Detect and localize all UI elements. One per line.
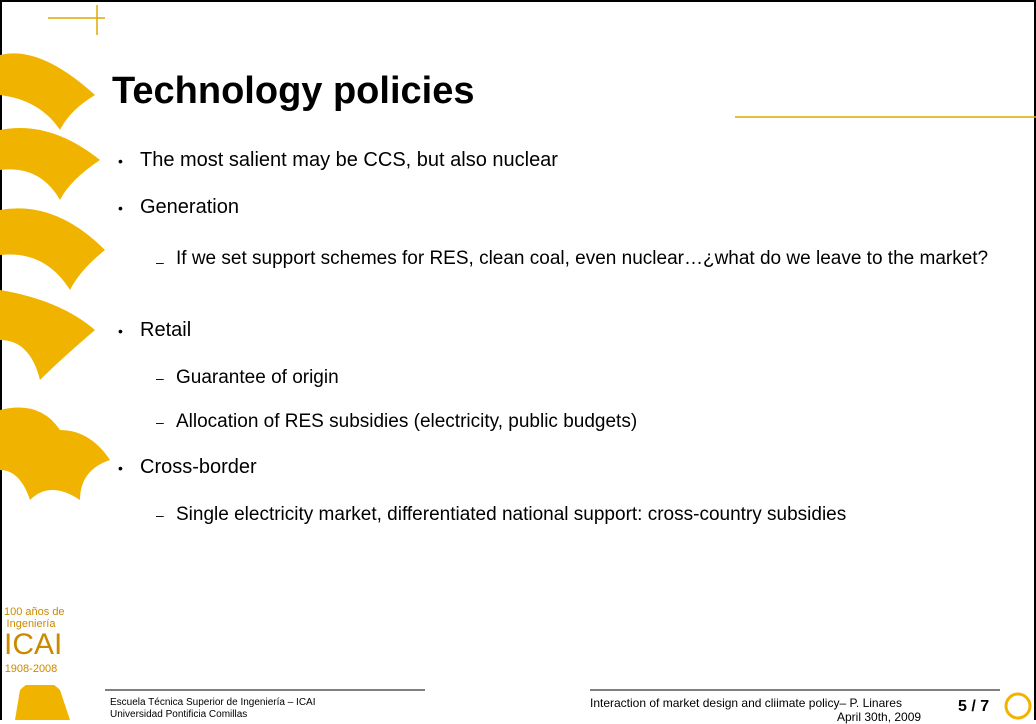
bullet: •Retail xyxy=(140,319,191,342)
sub-bullet: –If we set support schemes for RES, clea… xyxy=(176,245,996,273)
bullet-text: Retail xyxy=(140,319,191,341)
page-number: 5 / 7 xyxy=(958,698,989,716)
sub-bullet: –Single electricity market, differentiat… xyxy=(176,504,846,526)
bullet-text: Generation xyxy=(140,196,239,218)
footer-emblem xyxy=(1006,694,1030,718)
footer-date: April 30th, 2009 xyxy=(837,710,921,724)
sub-bullet-text: Guarantee of origin xyxy=(176,367,339,388)
logo-text: 1908-2008 xyxy=(4,663,58,675)
sub-bullet: –Allocation of RES subsidies (electricit… xyxy=(176,411,637,433)
footer-university: Universidad Pontificia Comillas xyxy=(110,709,247,720)
sub-bullet: –Guarantee of origin xyxy=(176,367,339,389)
logo-name: ICAI xyxy=(4,630,58,660)
sub-bullet-text: Allocation of RES subsidies (electricity… xyxy=(176,411,637,432)
slide: {"slide": { "title": "Technology policie… xyxy=(0,0,1036,720)
bullet: •Cross-border xyxy=(140,456,257,479)
footer-school: Escuela Técnica Superior de Ingeniería –… xyxy=(110,697,316,708)
sub-bullet-text: Single electricity market, differentiate… xyxy=(176,504,846,525)
footer-talk: Interaction of market design and cliimat… xyxy=(590,696,902,710)
bullet: •Generation xyxy=(140,196,239,219)
bullet-text: Cross-border xyxy=(140,456,257,478)
bullet-text: The most salient may be CCS, but also nu… xyxy=(140,149,558,171)
logo-text: 100 años de xyxy=(4,606,58,618)
sub-bullet-text: If we set support schemes for RES, clean… xyxy=(176,248,988,269)
bullet: •The most salient may be CCS, but also n… xyxy=(140,149,558,172)
title: Technology policies xyxy=(112,70,474,113)
